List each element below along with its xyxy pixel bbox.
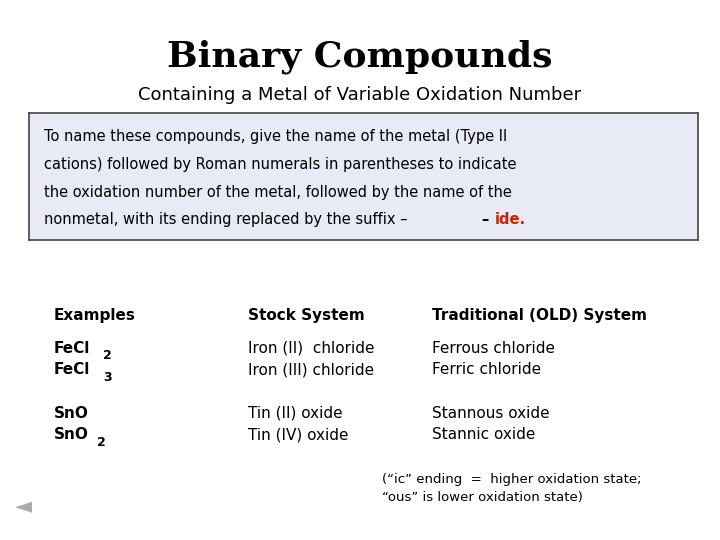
Text: nonmetal, with its ending replaced by the suffix –: nonmetal, with its ending replaced by th… — [43, 213, 407, 227]
Text: Ferric chloride: Ferric chloride — [432, 362, 541, 377]
Text: SnO: SnO — [54, 406, 89, 421]
Text: cations) followed by Roman numerals in parentheses to indicate: cations) followed by Roman numerals in p… — [43, 157, 516, 172]
Text: Binary Compounds: Binary Compounds — [167, 39, 553, 74]
Text: Stannic oxide: Stannic oxide — [432, 427, 536, 442]
Text: Iron (II)  chloride: Iron (II) chloride — [248, 341, 375, 356]
Text: Examples: Examples — [54, 308, 136, 323]
Text: Tin (II) oxide: Tin (II) oxide — [248, 406, 343, 421]
Text: 3: 3 — [103, 371, 112, 384]
Text: the oxidation number of the metal, followed by the name of the: the oxidation number of the metal, follo… — [43, 185, 511, 200]
Text: –: – — [482, 213, 489, 227]
Text: FeCl: FeCl — [54, 341, 91, 356]
Text: To name these compounds, give the name of the metal (Type II: To name these compounds, give the name o… — [43, 129, 507, 144]
Text: Tin (IV) oxide: Tin (IV) oxide — [248, 427, 349, 442]
Text: 2: 2 — [97, 436, 106, 449]
Text: SnO: SnO — [54, 427, 89, 442]
Text: ide.: ide. — [495, 213, 526, 227]
Text: Stock System: Stock System — [248, 308, 365, 323]
Text: 2: 2 — [103, 349, 112, 362]
Text: Stannous oxide: Stannous oxide — [432, 406, 549, 421]
Text: Iron (III) chloride: Iron (III) chloride — [248, 362, 374, 377]
Text: (“ic” ending  =  higher oxidation state;
“ous” is lower oxidation state): (“ic” ending = higher oxidation state; “… — [382, 473, 641, 504]
Text: Ferrous chloride: Ferrous chloride — [432, 341, 555, 356]
Text: Containing a Metal of Variable Oxidation Number: Containing a Metal of Variable Oxidation… — [138, 85, 582, 104]
Text: FeCl: FeCl — [54, 362, 91, 377]
Text: Traditional (OLD) System: Traditional (OLD) System — [432, 308, 647, 323]
Text: ◄: ◄ — [14, 496, 32, 517]
